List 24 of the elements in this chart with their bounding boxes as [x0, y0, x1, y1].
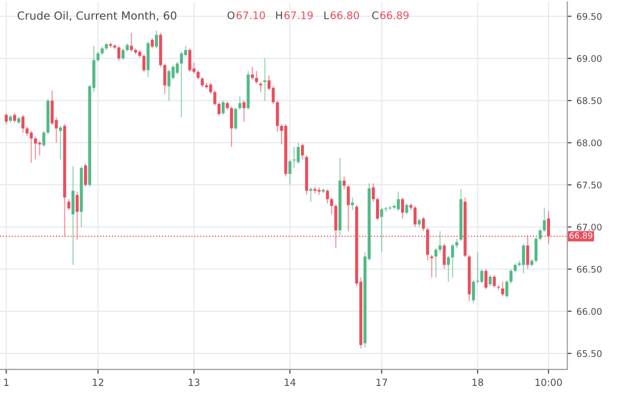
candlestick: [113, 44, 116, 50]
text: Crude Oil, Current Month, 60: [18, 11, 176, 21]
y-tick-label: 66.00: [576, 308, 602, 315]
y-tick-label: 68.00: [576, 139, 602, 146]
y-tick-label: 69.00: [576, 55, 602, 62]
ref-line-label: 66.89: [570, 232, 592, 239]
x-tick-label: 12: [92, 378, 104, 386]
y-tick-label: 67.50: [576, 182, 602, 188]
x-tick-label: 17: [376, 378, 388, 386]
y-tick-label: 65.50: [576, 350, 602, 357]
x-tick-label: 13: [188, 378, 200, 386]
annotation: H67.19: [276, 11, 313, 20]
x-tick-label: 1: [4, 378, 8, 386]
x-tick-label: 10:00: [536, 378, 562, 386]
x-tick-label: 18: [472, 378, 484, 386]
annotation: L66.80: [324, 11, 359, 20]
candlestick: [322, 188, 325, 194]
x-tick-label: 14: [284, 378, 296, 386]
annotation: C66.89: [372, 11, 409, 20]
y-tick-label: 68.50: [576, 97, 602, 104]
y-tick-label: 69.50: [576, 13, 602, 20]
y-tick-label: 66.50: [576, 266, 602, 273]
y-tick-label: 67.00: [576, 224, 602, 231]
annotation: O67.10: [228, 11, 265, 20]
